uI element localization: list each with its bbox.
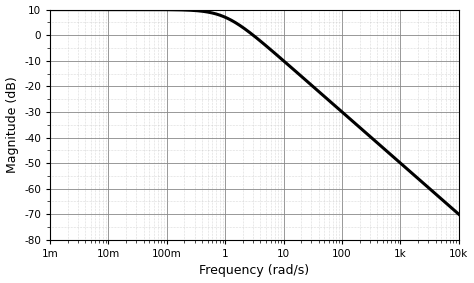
Y-axis label: Magnitude (dB): Magnitude (dB) bbox=[6, 76, 18, 173]
X-axis label: Frequency (rad/s): Frequency (rad/s) bbox=[200, 264, 310, 277]
